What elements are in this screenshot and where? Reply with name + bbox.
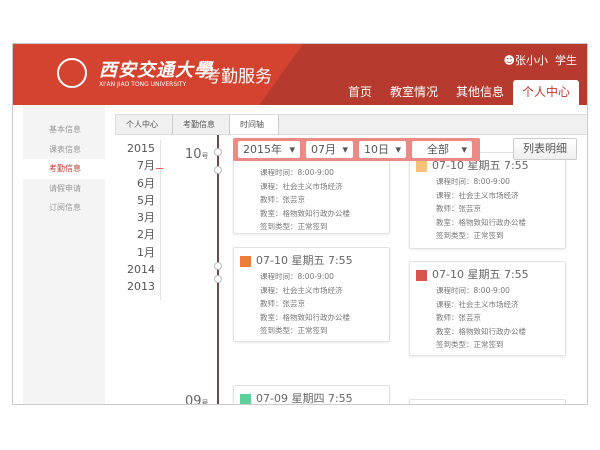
breadcrumb-item[interactable]: 个人中心 xyxy=(116,115,173,134)
type-select[interactable]: 全部 ▾ xyxy=(412,141,472,158)
year-item[interactable]: 2015 xyxy=(127,142,155,155)
card-line: 教师：张芸京 xyxy=(260,195,305,205)
main-nav: 首页 教室情况 其他信息 个人中心 xyxy=(339,80,579,105)
dropdown-arrow-icon: ▾ xyxy=(342,143,348,156)
attendance-card[interactable]: 07-10 星期五 7:55 课程时间：8:00-9:00 课程：社会主义市场经… xyxy=(233,247,390,342)
card-title: 07-09 星期四 7:55 xyxy=(256,392,353,405)
dropdown-arrow-icon: ▾ xyxy=(461,143,467,156)
day-label: 09号 xyxy=(185,394,209,405)
sidebar-item-subscription[interactable]: 订阅信息 xyxy=(49,203,81,212)
date-filter-bar: 2015年 ▾ 07月 ▾ 10日 ▾ 全部 ▾ xyxy=(233,138,480,161)
card-line: 教师：张芸京 xyxy=(436,204,481,214)
university-logo xyxy=(57,58,87,88)
card-line: 课程时间：8:00-9:00 xyxy=(260,272,334,281)
card-line: 签到类型：正常签到 xyxy=(260,326,328,336)
sidebar-item-attendance[interactable]: 考勤信息 xyxy=(23,159,105,179)
breadcrumb-current: 时间轴 xyxy=(230,115,279,134)
month-item[interactable]: 5月 xyxy=(137,193,155,207)
attendance-type-icon xyxy=(416,160,427,172)
year-item[interactable]: 2013 xyxy=(127,280,155,294)
attendance-card[interactable] xyxy=(409,399,566,404)
card-title: 07-10 星期五 7:55 xyxy=(432,268,529,281)
card-title: 07-10 星期五 7:55 xyxy=(256,254,353,267)
dropdown-arrow-icon: ▾ xyxy=(395,143,401,156)
sidebar-item-basic[interactable]: 基本信息 xyxy=(49,125,81,134)
attendance-card[interactable]: 课程时间：8:00-9:00 课程：社会主义市场经济 教师：张芸京 教室：格物致… xyxy=(233,151,390,234)
attendance-card[interactable]: 07-10 星期五 7:55 课程时间：8:00-9:00 课程：社会主义市场经… xyxy=(409,261,566,356)
breadcrumb: 个人中心 考勤信息 时间轴 xyxy=(115,114,587,135)
user-name: 张小小 xyxy=(515,54,548,67)
card-line: 签到类型：正常签到 xyxy=(260,222,328,232)
card-line: 签到类型：正常签到 xyxy=(436,231,504,241)
nav-personal[interactable]: 个人中心 xyxy=(512,80,579,105)
dropdown-arrow-icon: ▾ xyxy=(289,143,295,156)
nav-other[interactable]: 其他信息 xyxy=(455,85,504,99)
day-label: 10号 xyxy=(185,147,209,162)
user-role: 学生 xyxy=(555,54,577,67)
attendance-type-icon xyxy=(240,255,251,267)
card-line: 课程：社会主义市场经济 xyxy=(436,190,519,200)
card-line: 教师：张芸京 xyxy=(260,299,305,309)
university-name-en: XI'AN JIAO TONG UNIVERSITY xyxy=(99,81,187,88)
card-line: 教室：格物致知行政办公楼 xyxy=(436,217,526,227)
card-line: 教室：格物致知行政办公楼 xyxy=(260,208,350,218)
list-detail-button[interactable]: 列表明细 xyxy=(513,138,577,160)
card-title: 07-10 星期五 7:55 xyxy=(432,159,529,172)
day-select[interactable]: 10日 ▾ xyxy=(359,141,406,158)
sidebar: 基本信息 课表信息 考勤信息 请假申请 订阅信息 xyxy=(23,105,105,404)
month-item[interactable]: 2月 xyxy=(137,228,155,242)
card-line: 课程时间：8:00-9:00 xyxy=(260,168,334,177)
card-line: 课程：社会主义市场经济 xyxy=(260,181,343,191)
user-info[interactable]: ☻张小小 学生 xyxy=(504,52,577,68)
timeline-dot xyxy=(214,166,222,174)
year-select[interactable]: 2015年 ▾ xyxy=(238,141,300,158)
attendance-card[interactable]: 07-09 星期四 7:55 xyxy=(233,385,390,405)
card-line: 签到类型：正常签到 xyxy=(436,340,504,350)
card-line: 教室：格物致知行政办公楼 xyxy=(436,326,526,336)
active-month-marker xyxy=(156,168,163,169)
breadcrumb-item[interactable]: 考勤信息 xyxy=(173,115,230,134)
month-item[interactable]: 6月 xyxy=(137,176,155,190)
timeline-dot xyxy=(214,275,222,283)
year-item[interactable]: 2014 xyxy=(127,263,155,277)
attendance-type-icon xyxy=(240,393,251,404)
service-title: 考勤服务 xyxy=(204,67,272,87)
sidebar-item-leave[interactable]: 请假申请 xyxy=(49,183,81,193)
card-line: 教室：格物致知行政办公楼 xyxy=(260,312,350,322)
user-icon: ☻ xyxy=(503,54,515,67)
card-line: 课程时间：8:00-9:00 xyxy=(436,177,510,186)
timeline-dot xyxy=(214,148,222,156)
nav-home[interactable]: 首页 xyxy=(347,85,372,99)
attendance-card[interactable]: 07-10 星期五 7:55 课程时间：8:00-9:00 课程：社会主义市场经… xyxy=(409,152,566,249)
month-item-active[interactable]: 7月 xyxy=(137,159,155,173)
header: 西安交通大學 XI'AN JIAO TONG UNIVERSITY 考勤服务 ☻… xyxy=(13,44,587,105)
attendance-type-icon xyxy=(416,269,427,281)
card-line: 课程时间：8:00-9:00 xyxy=(436,286,510,295)
sidebar-item-schedule[interactable]: 课表信息 xyxy=(49,144,81,154)
nav-classroom[interactable]: 教室情况 xyxy=(389,85,438,99)
timeline-line xyxy=(217,135,219,404)
university-name: 西安交通大學 xyxy=(99,60,213,81)
month-item[interactable]: 1月 xyxy=(137,245,155,259)
card-line: 课程：社会主义市场经济 xyxy=(260,285,343,295)
month-select[interactable]: 07月 ▾ xyxy=(306,141,353,158)
month-item[interactable]: 3月 xyxy=(137,211,155,225)
app-window: 西安交通大學 XI'AN JIAO TONG UNIVERSITY 考勤服务 ☻… xyxy=(12,43,588,405)
timeline-dot xyxy=(214,262,222,270)
card-line: 教师：张芸京 xyxy=(436,313,481,323)
card-line: 课程：社会主义市场经济 xyxy=(436,299,519,309)
year-month-nav: 2015 7月 6月 5月 3月 2月 1月 2014 2013 xyxy=(111,140,161,300)
